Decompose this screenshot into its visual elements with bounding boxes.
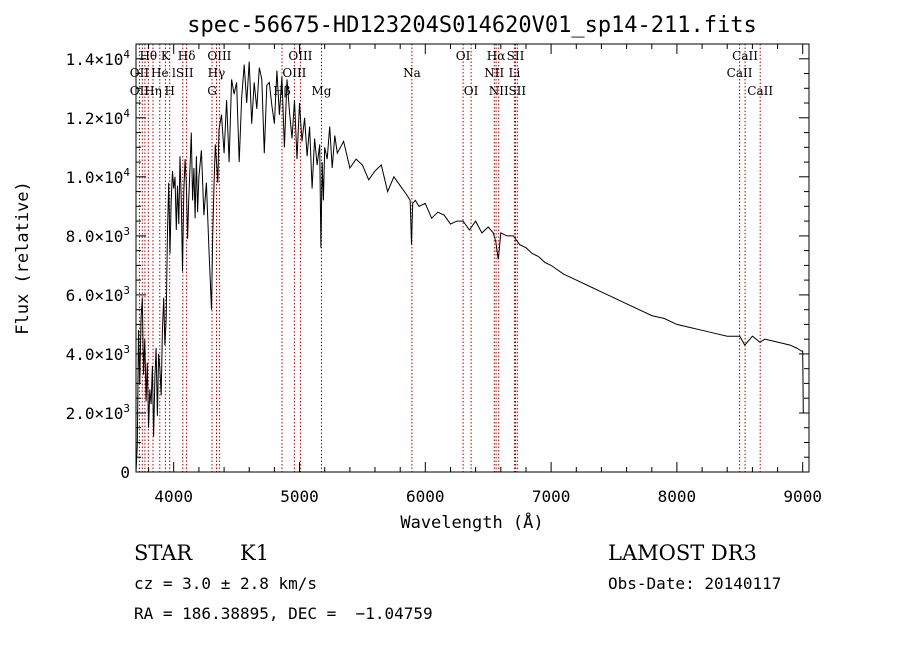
spectral-line-label: Hη — [144, 84, 162, 98]
x-axis-label: Wavelength (Å) — [400, 511, 543, 533]
spectral-line-label: OI — [456, 49, 471, 63]
spectral-line-label: Mg — [312, 84, 332, 98]
spectral-line-label: OIII — [207, 49, 231, 63]
spectral-line-label: Na — [403, 66, 421, 80]
spectral-line-label: SII — [507, 49, 525, 63]
y-tick-label: 1.2×104 — [66, 107, 131, 128]
y-tick-label: 2.0×103 — [66, 402, 130, 423]
x-tick-label: 8000 — [658, 487, 697, 506]
y-tick-label: 4.0×103 — [66, 343, 130, 364]
x-axis-ticks: 4000 5000 6000 7000 8000 9000 — [148, 44, 822, 506]
x-tick-label: 6000 — [406, 487, 445, 506]
spectral-line-label: He — [151, 66, 169, 80]
observation-date: Obs-Date: 20140117 — [608, 574, 782, 593]
x-tick-label: 9000 — [783, 487, 822, 506]
spectral-line-label: NII — [484, 66, 504, 80]
spectral-line-label: OII — [130, 84, 150, 98]
chart-title: spec-56675-HD123204S014620V01_sp14-211.f… — [187, 13, 757, 38]
spectral-line-label: CaII — [747, 84, 773, 98]
spectral-line-label: Hα — [487, 49, 506, 63]
x-tick-label: 4000 — [154, 487, 193, 506]
spectral-line-label: Li — [508, 66, 520, 80]
spectral-line-label: CaII — [732, 49, 758, 63]
x-tick-label: 7000 — [532, 487, 571, 506]
spectral-line-label: K — [161, 49, 171, 63]
spectral-line-label: OIII — [282, 66, 306, 80]
spectral-line-label: SII — [508, 84, 526, 98]
spectral-line-label: H — [164, 84, 174, 98]
spectral-line-label: CaII — [727, 66, 753, 80]
spectral-line-label: OIII — [288, 49, 312, 63]
y-tick-label: 0 — [120, 463, 130, 482]
spectral-line-label: lSII — [172, 66, 194, 80]
y-axis-ticks: 0 2.0×103 4.0×103 6.0×103 8.0×103 1.0×104 1.2×… — [66, 48, 809, 482]
y-tick-label: 1.4×104 — [66, 48, 131, 69]
spectral-line-label: Hδ — [178, 49, 196, 63]
flux-series-line — [135, 61, 804, 473]
y-axis-label: Flux (relative) — [13, 181, 33, 335]
spectral-line-label: NII — [489, 84, 509, 98]
spectral-line-label: Hθ — [139, 49, 157, 63]
spectral-line-markers — [138, 44, 761, 472]
spectral-subclass: K1 — [240, 541, 270, 565]
object-type: STAR — [134, 541, 193, 565]
coordinates: RA = 186.38895, DEC = −1.04759 — [134, 604, 433, 623]
y-tick-label: 6.0×103 — [66, 284, 130, 305]
spectral-line-label: OI — [464, 84, 479, 98]
y-tick-label: 8.0×103 — [66, 225, 130, 246]
redshift-cz: cz = 3.0 ± 2.8 km/s — [134, 574, 318, 593]
spectral-line-label: G — [207, 84, 217, 98]
y-tick-label: 1.0×104 — [66, 166, 131, 187]
plot-frame — [135, 43, 810, 473]
survey-name: LAMOST DR3 — [608, 541, 757, 565]
x-tick-label: 5000 — [280, 487, 319, 506]
spectral-line-label: Hγ — [208, 66, 226, 80]
